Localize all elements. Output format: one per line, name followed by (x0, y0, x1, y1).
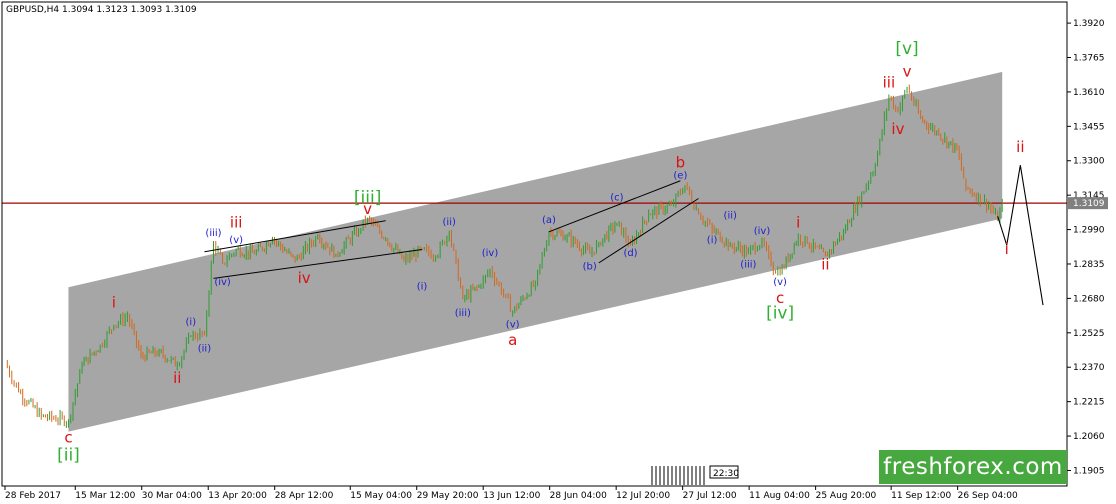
wave-label-37: iv (891, 120, 904, 138)
x-tick-label-14: 26 Sep 04:00 (958, 491, 1018, 501)
y-tick-label-2: 1.3610 (1073, 88, 1105, 98)
wave-label-5: (ii) (198, 344, 211, 355)
scrollbar-thumb[interactable] (709, 465, 739, 479)
wave-label-22: (d) (623, 248, 637, 259)
wave-label-9: (iv) (214, 277, 231, 288)
wave-label-19: (a) (542, 215, 556, 226)
freshforex-logo: freshforex.com (879, 450, 1067, 484)
wave-label-25: (i) (707, 235, 718, 246)
scrollbar-label: 22:30 (713, 469, 739, 479)
y-tick-label-9: 1.2525 (1073, 329, 1105, 339)
wave-label-33: ii (821, 256, 829, 274)
y-tick-label-8: 1.2680 (1073, 294, 1105, 304)
wave-label-30: c (776, 289, 784, 307)
x-tick-label-5: 15 May 04:00 (350, 491, 412, 501)
wave-label-3: ii (173, 369, 181, 387)
wave-label-38: i (1005, 240, 1009, 258)
y-tick-label-3: 1.3455 (1073, 122, 1105, 132)
x-tick-label-1: 15 Mar 12:00 (75, 491, 135, 501)
x-tick-label-10: 27 Jul 12:00 (683, 491, 737, 501)
y-tick-label-6: 1.2990 (1073, 226, 1105, 236)
y-tick-label-7: 1.2835 (1073, 260, 1105, 270)
wave-label-11: [iii] (354, 188, 381, 208)
wave-label-7: iii (230, 213, 243, 231)
wave-label-24: b (676, 153, 686, 171)
current-price-badge (1068, 197, 1108, 210)
y-tick-label-0: 1.3920 (1073, 19, 1105, 29)
y-tick-label-11: 1.2215 (1073, 398, 1105, 408)
wave-label-20: (b) (583, 262, 597, 273)
wave-label-26: (ii) (724, 210, 737, 221)
trend-line-0[interactable] (204, 220, 386, 253)
y-tick-label-4: 1.3300 (1073, 157, 1105, 167)
wave-label-12: v (363, 200, 372, 218)
x-tick-label-4: 28 Apr 12:00 (275, 491, 334, 501)
trend-line-3[interactable] (598, 198, 699, 264)
wave-label-17: (v) (506, 319, 520, 330)
wave-label-6: (iii) (205, 228, 221, 239)
wave-label-18: a (508, 331, 517, 349)
plot-frame (1, 1, 1068, 487)
wave-label-39: ii (1016, 138, 1024, 156)
y-tick-label-1: 1.3765 (1073, 54, 1105, 64)
wave-label-36: v (903, 62, 912, 80)
wave-label-29: (v) (773, 277, 787, 288)
wave-label-8: (v) (229, 235, 243, 246)
x-tick-label-6: 29 May 20:00 (417, 491, 479, 501)
wave-label-31: [iv] (766, 303, 794, 323)
wave-label-13: (i) (417, 282, 428, 293)
x-tick-label-9: 12 Jul 20:00 (616, 491, 670, 501)
x-tick-label-12: 25 Aug 20:00 (816, 491, 877, 501)
x-tick-label-7: 13 Jun 12:00 (483, 491, 540, 501)
wave-label-2: i (112, 293, 116, 311)
wave-label-32: i (796, 213, 800, 231)
x-tick-label-0: 28 Feb 2017 (5, 491, 61, 501)
wave-label-34: iii (883, 73, 896, 91)
wave-label-0: c (64, 429, 72, 447)
rising-channel (68, 71, 1003, 432)
wave-label-4: (i) (186, 317, 197, 328)
wave-label-16: (iv) (482, 248, 499, 259)
wave-label-1: [ii] (57, 445, 80, 465)
forecast-path[interactable] (997, 165, 1044, 306)
wave-label-10: iv (298, 269, 311, 287)
x-tick-label-13: 11 Sep 12:00 (891, 491, 951, 501)
wave-label-27: (iii) (740, 259, 756, 270)
wave-label-15: (iii) (455, 308, 471, 319)
wave-label-23: (e) (673, 171, 687, 182)
x-tick-label-11: 11 Aug 04:00 (749, 491, 810, 501)
wave-label-14: (ii) (443, 217, 456, 228)
wave-label-35: [v] (895, 39, 918, 59)
y-tick-label-5: 1.3145 (1073, 191, 1105, 201)
trend-line-2[interactable] (548, 180, 681, 233)
wave-label-28: (iv) (754, 226, 771, 237)
x-tick-label-2: 30 Mar 04:00 (142, 491, 202, 501)
wave-label-21: (c) (610, 193, 623, 204)
y-tick-label-12: 1.2060 (1073, 432, 1105, 442)
x-tick-label-3: 13 Apr 20:00 (208, 491, 267, 501)
current-price-label: 1.3109 (1073, 199, 1105, 209)
y-tick-label-10: 1.2370 (1073, 363, 1105, 373)
trend-line-1[interactable] (213, 249, 423, 279)
x-tick-label-8: 28 Jun 04:00 (550, 491, 607, 501)
chart-title: GBPUSD,H4 1.3094 1.3123 1.3093 1.3109 (6, 5, 197, 15)
y-tick-label-13: 1.1905 (1073, 466, 1105, 476)
